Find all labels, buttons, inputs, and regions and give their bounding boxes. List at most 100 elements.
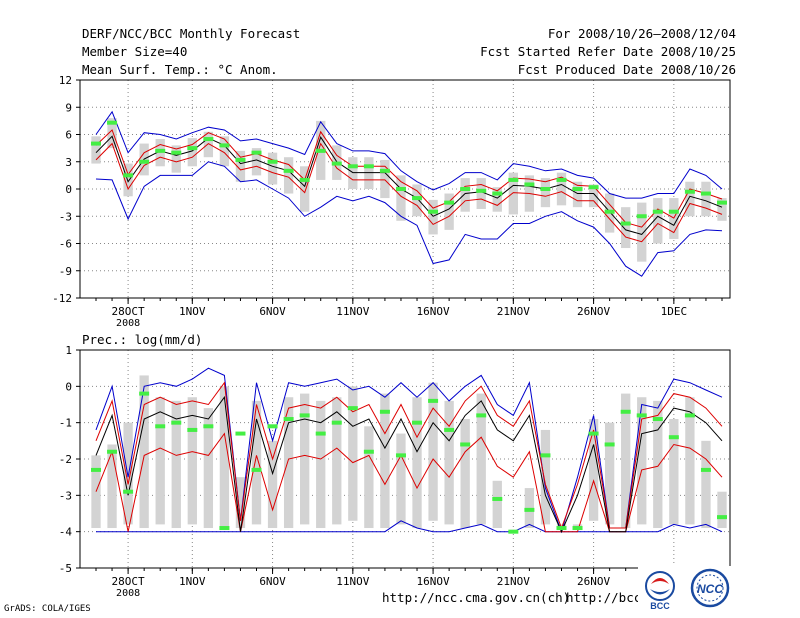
ensemble-spread-box [492,480,502,529]
ncc-logo-icon: NCC [690,568,730,608]
observed-marker [139,159,150,164]
ensemble-spread-box [107,444,117,529]
panel-temp: 12 9 6 3 0 -3 -6 -9 -12 28OCT 1NOV 6NOV 11NOV 16NOV 21… [52,74,731,329]
x-tick-label: 26NOV [577,575,610,588]
produced-date: Fcst Produced Date 2008/10/26 [517,62,736,77]
start-date: Fcst Started Refer Date 2008/10/25 [480,44,736,59]
ensemble-spread-box [283,397,294,529]
observed-marker [123,489,134,494]
observed-marker [588,185,599,190]
ensemble-spread-box [251,400,262,525]
x-tick-label: 6NOV [259,305,286,318]
y-tick-label: -3 [59,489,72,502]
x-tick-label: 28OCT [112,305,145,318]
x-tick-label: 6NOV [259,575,286,588]
observed-marker [604,442,615,447]
ncc-logo-text: NCC [697,582,723,596]
ensemble-spread-box [492,187,502,212]
y-tick-label: -4 [59,526,73,539]
y-tick-label: 0 [65,183,72,196]
ensemble-spread-box [717,198,727,221]
observed-marker [219,526,230,531]
x-tick-label: 1DEC [661,305,688,318]
ensemble-spread-box [444,193,454,230]
figure-title: DERF/NCC/BCC Monthly Forecast [82,26,301,41]
ensemble-spread-box [267,152,278,185]
ensemble-spread-box [604,422,615,525]
observed-marker [347,406,358,411]
observed-marker [476,188,487,193]
x-tick-label: 16NOV [417,305,450,318]
observed-marker [668,209,679,214]
ensemble-spread-box [701,181,711,217]
x-tick-label: 11NOV [336,305,369,318]
ensemble-spread-box [219,386,230,529]
url-chinese-site[interactable]: http://ncc.cma.gov.cn(ch) [382,590,571,605]
ensemble-spread-box [621,207,631,249]
ensemble-spread-box [123,422,133,525]
observed-marker [652,209,663,214]
observed-marker [588,431,599,436]
series-line-maximum [95,110,723,199]
series-line-ensemble-mean [95,135,723,235]
x-tick-label: 26NOV [577,305,610,318]
panel-title: Prec.: log(mm/d) [82,332,202,347]
ensemble-spread-box [717,491,727,529]
observed-marker [219,143,230,148]
ensemble-spread-box [203,408,214,529]
observed-marker [717,515,727,520]
observed-marker [556,526,567,531]
x-tick-label: 16NOV [417,575,450,588]
ensemble-spread-box [508,172,518,215]
y-tick-label: -1 [59,417,72,430]
observed-marker [235,431,246,436]
x-year-label: 2008 [116,318,140,329]
x-tick-label: 28OCT [112,575,145,588]
observed-marker [492,496,503,501]
observed-marker [299,177,310,182]
ensemble-spread-box [428,382,438,521]
observed-marker [379,168,390,173]
observed-marker [187,146,198,151]
ensemble-spread-box [155,397,165,525]
y-tick-label: 9 [65,101,72,114]
ensemble-spread-box [316,400,326,529]
ensemble-spread-box [187,397,197,525]
bcc-logo-icon: BCC [645,571,675,611]
ensemble-spread-box [540,178,551,208]
ensemble-spread-box [460,178,470,212]
observed-marker [540,453,551,458]
ensemble-spread-box [637,397,647,525]
observed-marker [107,449,118,454]
y-tick-label: 3 [65,156,72,169]
observed-marker [700,191,711,196]
x-tick-label: 21NOV [497,575,530,588]
ensemble-spread-box [540,429,551,525]
y-tick-label: 1 [65,344,72,357]
series-line-spread-lower [95,142,723,243]
ensemble-spread-box [332,397,342,525]
ensemble-spread-box [171,145,181,173]
series-line-spread-upper [95,129,723,228]
url-bcc-site[interactable]: http://bcc.c [566,590,657,605]
ensemble-spread-box [685,181,695,217]
observed-marker [604,209,615,214]
ensemble-spread-box [444,400,454,525]
ensemble-spread-box [91,136,101,164]
observed-marker [460,187,471,191]
observed-marker [171,150,182,155]
ensemble-spread-box [621,393,631,529]
ensemble-spread-box [588,184,599,208]
observed-marker [155,148,166,153]
ensemble-spread-box [283,157,294,194]
ensemble-spread-box [219,136,230,167]
observed-marker [524,507,535,512]
x-tick-label: 1NOV [179,575,206,588]
ensemble-spread-box [653,198,663,244]
ensemble-spread-box [572,181,583,208]
x-tick-label: 1NOV [179,305,206,318]
observed-marker [460,442,471,447]
observed-marker [203,424,214,429]
